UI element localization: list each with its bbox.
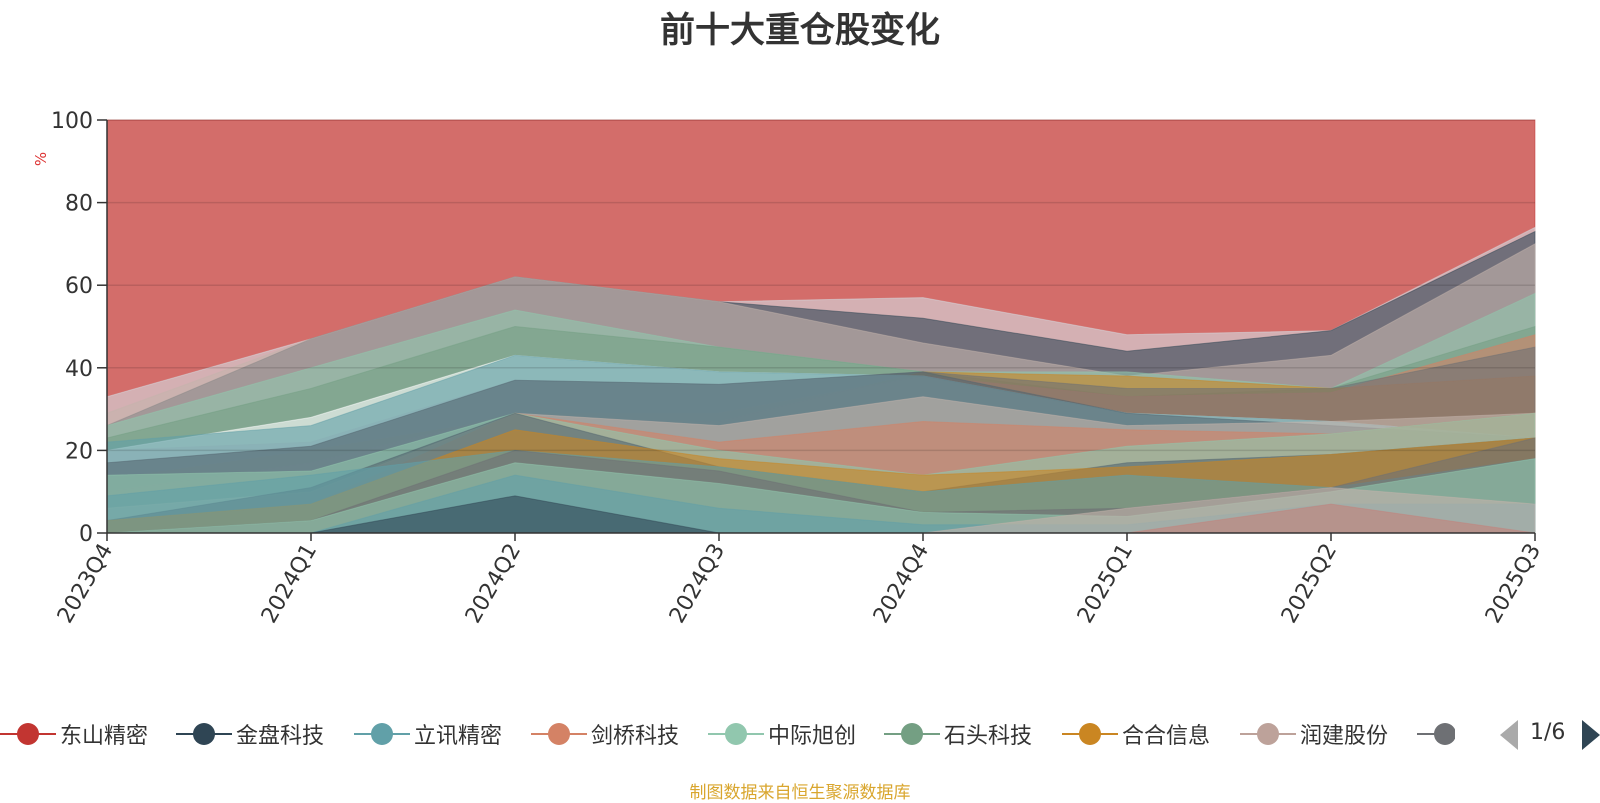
legend-item[interactable]: 合合信息 [1062, 714, 1210, 754]
legend-marker-icon [354, 714, 410, 754]
legend-marker-icon [1062, 714, 1118, 754]
legend-label: 合合信息 [1122, 724, 1211, 749]
legend-marker-icon [884, 714, 940, 754]
data-source-note: 制图数据来自恒生聚源数据库 [689, 783, 911, 803]
legend-next-page-icon[interactable] [1582, 720, 1600, 750]
x-tick-label: 2024Q3 [665, 540, 730, 628]
legend-marker-icon [1417, 714, 1455, 754]
y-tick-label: 20 [65, 439, 93, 464]
legend-label: 金盘科技 [236, 724, 325, 749]
legend-item[interactable]: 石头科技 [884, 714, 1032, 754]
y-tick-label: 100 [51, 109, 93, 134]
x-tick-label: 2025Q1 [1073, 540, 1138, 628]
legend-marker-icon [708, 714, 764, 754]
y-tick-label: 0 [79, 522, 93, 547]
x-tick-label: 2024Q2 [461, 540, 526, 628]
x-tick-label: 2024Q4 [869, 540, 934, 628]
legend-item[interactable]: 立讯精密 [354, 714, 502, 754]
y-tick-label: 40 [65, 357, 93, 382]
legend-label: 剑桥科技 [591, 724, 680, 749]
legend-page-indicator: 1/6 [1530, 720, 1566, 745]
legend-marker-icon [531, 714, 587, 754]
legend-items: 东山精密 金盘科技 立讯精密 剑桥科技 中际旭创 石头科技 合合信息 润建股份 大 [0, 714, 1455, 754]
x-tick-label: 2023Q4 [53, 540, 118, 628]
legend-marker-icon [1240, 714, 1296, 754]
legend-label: 润建股份 [1300, 724, 1389, 749]
legend-prev-page-icon[interactable] [1500, 720, 1518, 750]
x-tick-label: 2024Q1 [257, 540, 322, 628]
y-tick-label: 60 [65, 274, 93, 299]
legend-item[interactable]: 金盘科技 [176, 714, 324, 754]
x-tick-label: 2025Q3 [1481, 540, 1546, 628]
chart-title: 前十大重仓股变化 [659, 11, 940, 51]
legend-item[interactable]: 润建股份 [1240, 714, 1388, 754]
legend-label: 东山精密 [60, 724, 149, 749]
legend-label: 石头科技 [944, 724, 1033, 749]
legend-item[interactable]: 中际旭创 [708, 714, 856, 754]
legend-label: 中际旭创 [768, 724, 857, 749]
legend-item[interactable]: 大 [1417, 714, 1455, 754]
legend-marker-icon [0, 714, 56, 754]
y-axis-label: % [32, 151, 51, 167]
legend-item[interactable]: 剑桥科技 [531, 714, 679, 754]
legend-item[interactable]: 东山精密 [0, 714, 148, 754]
legend: 东山精密 金盘科技 立讯精密 剑桥科技 中际旭创 石头科技 合合信息 润建股份 大 1/6 [0, 714, 1600, 754]
x-tick-label: 2025Q2 [1277, 540, 1342, 628]
legend-marker-icon [176, 714, 232, 754]
legend-label: 立讯精密 [414, 724, 503, 749]
y-tick-label: 80 [65, 192, 93, 217]
